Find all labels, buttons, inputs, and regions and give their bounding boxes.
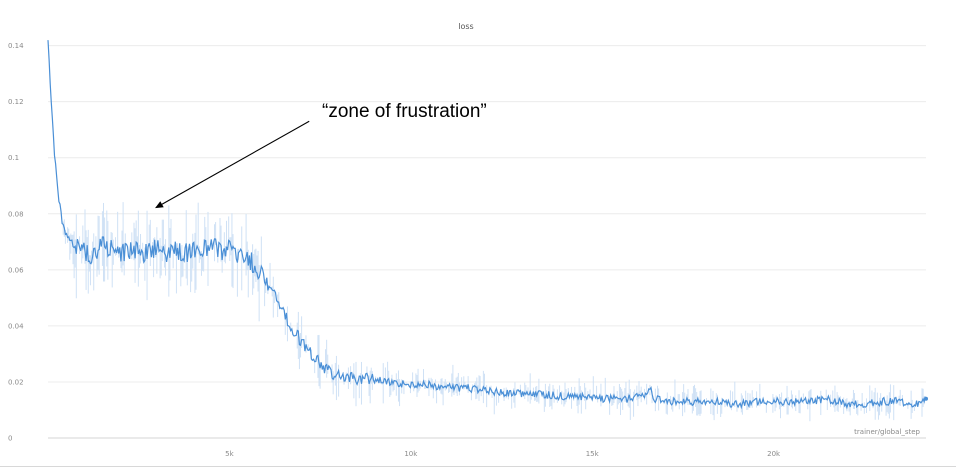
annotation-arrow (161, 120, 310, 205)
x-tick-label: 5k (225, 450, 234, 458)
series-end-point (924, 396, 928, 401)
y-tick-label: 0.06 (8, 266, 24, 274)
y-tick-label: 0.04 (8, 322, 24, 330)
annotation-arrowhead (155, 201, 164, 209)
y-tick-label: 0.14 (8, 42, 24, 50)
x-tick-label: 15k (586, 450, 600, 458)
y-tick-label: 0.12 (8, 98, 24, 106)
y-tick-label: 0.08 (8, 210, 24, 218)
series-line-loss (47, 40, 926, 410)
chart-title: loss (458, 22, 473, 31)
x-tick-label: 20k (767, 450, 781, 458)
raw-loss-band (62, 202, 925, 422)
annotation-text: “zone of frustration” (322, 101, 487, 122)
y-tick-label: 0 (8, 435, 12, 443)
x-tick-label: 10k (404, 450, 418, 458)
y-tick-label: 0.02 (8, 378, 24, 386)
bottom-divider (0, 466, 956, 467)
gridlines (48, 45, 926, 383)
y-tick-label: 0.1 (8, 154, 19, 162)
x-tick-labels: 5k 10k 15k 20k (225, 450, 781, 458)
y-tick-labels: 0 0.02 0.04 0.06 0.08 0.1 0.12 0.14 (8, 42, 24, 442)
x-axis-label: trainer/global_step (854, 428, 920, 436)
